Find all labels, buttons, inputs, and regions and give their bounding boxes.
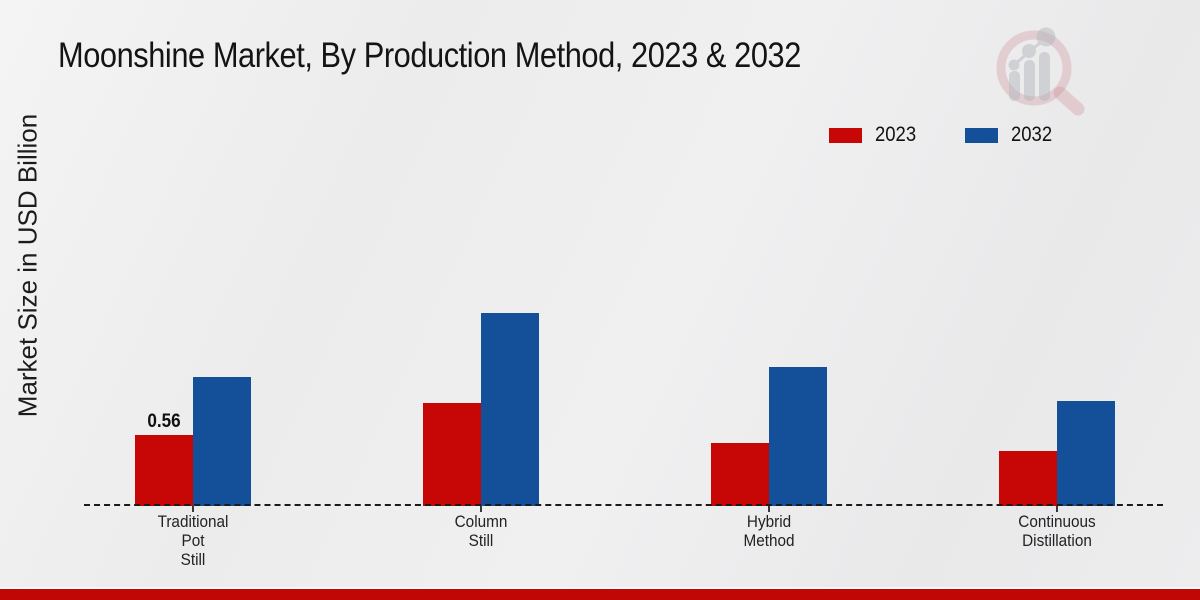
x-tick-label-column-still: Column Still <box>454 512 508 550</box>
y-axis-label: Market Size in USD Billion <box>12 113 43 418</box>
bar-2032-hybrid-method <box>769 367 827 506</box>
bar-2023-column-still <box>423 403 481 506</box>
x-axis-tick <box>480 506 482 512</box>
bar-2023-traditional-pot-still <box>135 435 193 506</box>
x-axis-baseline <box>84 504 1163 506</box>
x-axis-tick <box>192 506 194 512</box>
x-tick-label-continuous-distillation: Continuous Distillation <box>1018 512 1096 550</box>
legend-label: 2023 <box>874 123 916 146</box>
magnifier-bar-chart-logo-icon <box>996 27 1085 116</box>
x-axis-tick <box>768 506 770 512</box>
legend: 2023 2032 <box>828 123 1058 147</box>
footer-accent-bar <box>0 587 1200 600</box>
bar-2032-traditional-pot-still <box>193 377 251 506</box>
bar-value-label: 0.56 <box>147 411 181 432</box>
x-tick-label-traditional-pot-still: Traditional Pot Still <box>157 512 229 569</box>
bar-2032-continuous-distillation <box>1057 401 1115 506</box>
legend-swatch-icon <box>965 127 999 143</box>
bar-2032-column-still <box>481 313 539 506</box>
x-tick-label-hybrid-method: Hybrid Method <box>743 512 795 550</box>
legend-label: 2032 <box>1011 123 1053 146</box>
x-axis-tick <box>1056 506 1058 512</box>
legend-item-2023: 2023 <box>828 123 922 147</box>
legend-item-2032: 2032 <box>965 123 1058 147</box>
chart-title: Moonshine Market, By Production Method, … <box>58 36 801 75</box>
bar-2023-hybrid-method <box>711 443 769 506</box>
legend-swatch-icon <box>828 127 862 143</box>
bar-2023-continuous-distillation <box>999 451 1057 506</box>
